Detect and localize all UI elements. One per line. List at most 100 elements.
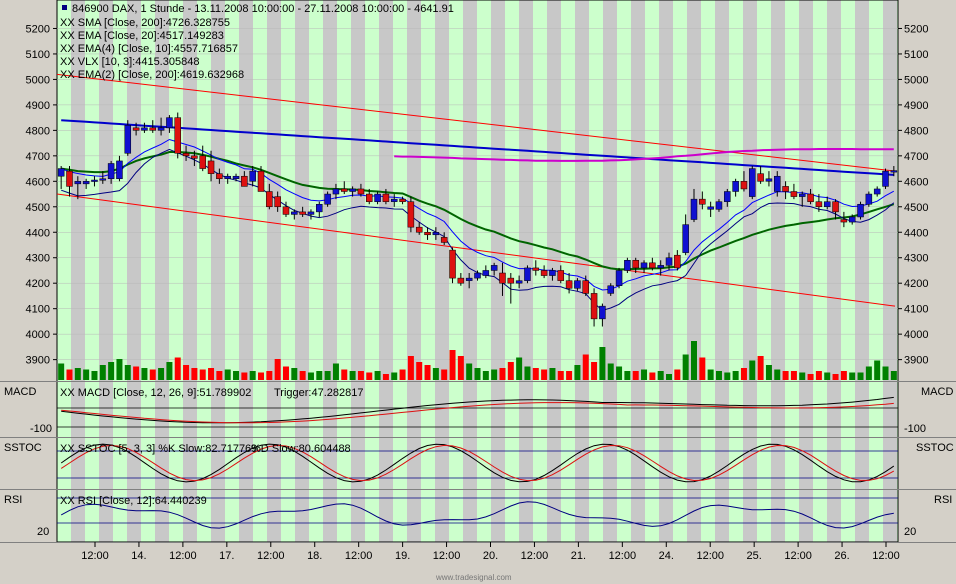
candle-body bbox=[149, 127, 157, 131]
macd-line bbox=[61, 396, 894, 424]
volume-bar bbox=[124, 365, 131, 380]
volume-bar bbox=[241, 372, 248, 380]
sstoc-k-line bbox=[60, 443, 895, 483]
volume-bar bbox=[707, 369, 714, 380]
ema10-line bbox=[61, 138, 895, 291]
candle-body bbox=[499, 272, 506, 284]
candle-body bbox=[174, 117, 181, 154]
session-band bbox=[421, 0, 435, 542]
volume-bar bbox=[732, 371, 739, 380]
volume-bar bbox=[399, 369, 406, 380]
volume-bar bbox=[108, 362, 115, 380]
volume-bar bbox=[757, 356, 764, 380]
session-band bbox=[771, 0, 785, 542]
candle-body bbox=[715, 201, 723, 210]
session-band bbox=[855, 0, 869, 542]
indicator-lines bbox=[56, 73, 896, 311]
volume-bar bbox=[366, 372, 373, 380]
volume-bar bbox=[216, 371, 223, 380]
volume-bar bbox=[141, 368, 148, 380]
candle-body bbox=[532, 267, 540, 271]
session-band bbox=[631, 0, 645, 542]
y-tick-label: 5100 bbox=[904, 49, 928, 61]
volume-bar bbox=[690, 341, 697, 380]
volume-bar bbox=[382, 374, 389, 380]
candle-body bbox=[790, 191, 798, 197]
session-band bbox=[799, 0, 813, 542]
candle-body bbox=[207, 160, 215, 174]
x-tick-label: 12:00 bbox=[784, 550, 812, 562]
volume-bar bbox=[715, 371, 722, 380]
volume-bar bbox=[449, 350, 456, 380]
y-tick-label: 4300 bbox=[26, 253, 50, 265]
volume-bar bbox=[857, 372, 864, 380]
candle-body bbox=[282, 206, 290, 215]
session-band bbox=[491, 0, 505, 542]
candle-body bbox=[324, 193, 331, 205]
candle-body bbox=[565, 280, 573, 289]
x-tick-label: 12:00 bbox=[169, 550, 197, 562]
volume-bar bbox=[58, 363, 65, 380]
candle-body bbox=[857, 203, 864, 218]
candle-body bbox=[749, 168, 756, 197]
session-band bbox=[253, 0, 267, 542]
volume-bar bbox=[407, 356, 414, 380]
session-band bbox=[57, 0, 71, 542]
candle-body bbox=[141, 127, 148, 131]
volume-bar bbox=[607, 363, 614, 380]
legend-ema200: XX EMA(2) [Close, 200]:4619.632968 bbox=[60, 69, 244, 81]
indicator-panels bbox=[57, 396, 898, 529]
candle-body bbox=[624, 260, 631, 271]
candle-body bbox=[807, 193, 814, 202]
candle-body bbox=[382, 193, 390, 202]
candle-body bbox=[82, 181, 90, 185]
volume-bar bbox=[774, 369, 781, 380]
volume-bar bbox=[233, 371, 240, 380]
x-tick-label: 12:00 bbox=[257, 550, 285, 562]
volume-bar bbox=[158, 368, 165, 380]
session-band bbox=[351, 0, 365, 542]
volume-bar bbox=[566, 371, 573, 380]
volume-bar bbox=[574, 365, 581, 380]
candle-body bbox=[657, 265, 664, 269]
session-band bbox=[393, 0, 407, 542]
x-tick-label: 18. bbox=[307, 550, 322, 562]
candle-body bbox=[341, 188, 348, 192]
candle-body bbox=[490, 265, 498, 271]
volume-bar bbox=[291, 368, 298, 380]
candle-body bbox=[632, 260, 639, 269]
candle-body bbox=[257, 170, 265, 192]
x-tick-label: 12:00 bbox=[433, 550, 461, 562]
y-tick-label: 4400 bbox=[26, 227, 50, 239]
candle-body bbox=[832, 201, 839, 213]
x-tick-label: 21. bbox=[571, 550, 586, 562]
y-tick-label: 4300 bbox=[904, 253, 928, 265]
volume-bar bbox=[282, 366, 289, 380]
macd-trigger-line bbox=[61, 402, 894, 424]
rsi-line bbox=[60, 501, 894, 529]
volume-bar bbox=[149, 369, 156, 380]
candle-body bbox=[774, 175, 781, 192]
volume-bar bbox=[208, 368, 215, 380]
candle-body bbox=[99, 178, 107, 181]
session-band bbox=[183, 0, 197, 542]
session-band bbox=[561, 0, 575, 542]
macd-panel: MACD MACD XX MACD [Close, 12, 26, 9]:51.… bbox=[4, 386, 953, 435]
session-band bbox=[701, 0, 715, 542]
rsi-panel-name: RSI bbox=[4, 494, 22, 506]
candle-body bbox=[191, 155, 198, 159]
candle-body bbox=[249, 170, 256, 182]
volume-bar bbox=[682, 354, 689, 380]
session-band bbox=[813, 0, 827, 542]
candle-body bbox=[674, 254, 681, 269]
candle-body bbox=[332, 188, 340, 195]
candle-body bbox=[291, 211, 298, 215]
volume-bar bbox=[616, 366, 623, 380]
y-tick-label: 4800 bbox=[26, 125, 50, 137]
volume-bar bbox=[416, 362, 423, 380]
y-tick-label: 3900 bbox=[26, 355, 50, 367]
y-axis-ticks: 3900 3900 4000 4000 4100 4100 4200 4200 4300 4300… bbox=[26, 23, 929, 366]
candle-body bbox=[91, 179, 98, 182]
candle-body bbox=[582, 280, 589, 294]
candle-body bbox=[432, 232, 440, 236]
